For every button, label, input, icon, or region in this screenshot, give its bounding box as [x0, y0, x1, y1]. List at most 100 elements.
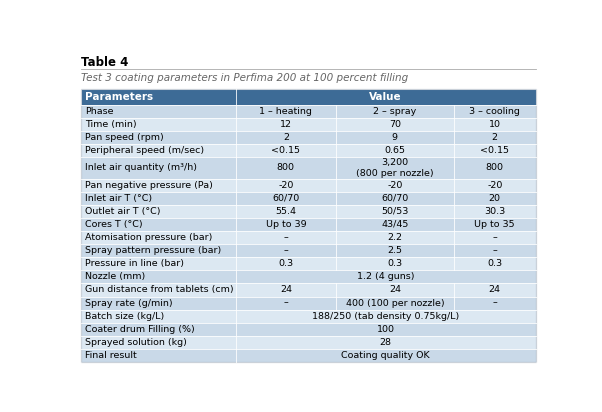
Text: 800: 800 [277, 164, 295, 173]
Text: Spray pattern pressure (bar): Spray pattern pressure (bar) [85, 246, 222, 255]
Bar [336, 257, 454, 270]
Bar [236, 336, 536, 349]
Bar [336, 297, 454, 310]
Bar [336, 179, 454, 192]
Text: -20: -20 [387, 181, 403, 190]
Text: 55.4: 55.4 [275, 207, 296, 216]
Bar [81, 231, 236, 244]
Bar [336, 131, 454, 144]
Text: 2.2: 2.2 [387, 233, 402, 242]
Bar [454, 131, 536, 144]
Text: Up to 39: Up to 39 [265, 220, 306, 229]
Bar [81, 244, 236, 257]
Bar [454, 144, 536, 157]
Bar [336, 244, 454, 257]
Text: –: – [284, 233, 288, 242]
Text: Time (min): Time (min) [85, 120, 137, 129]
Bar [81, 218, 236, 231]
Text: 3,200
(800 per nozzle): 3,200 (800 per nozzle) [356, 158, 433, 178]
Text: Coating quality OK: Coating quality OK [341, 351, 430, 360]
Text: Spray rate (g/min): Spray rate (g/min) [85, 299, 173, 308]
Text: 12: 12 [280, 120, 292, 129]
Bar [81, 192, 236, 205]
Bar [81, 205, 236, 218]
Bar [454, 283, 536, 297]
Bar [81, 336, 236, 349]
Bar [454, 179, 536, 192]
Bar [81, 323, 236, 336]
Text: 70: 70 [389, 120, 401, 129]
Text: 2 – spray: 2 – spray [373, 107, 417, 116]
Bar [236, 144, 336, 157]
Text: 50/53: 50/53 [381, 207, 409, 216]
Text: Gun distance from tablets (cm): Gun distance from tablets (cm) [85, 286, 234, 295]
Text: Coater drum Filling (%): Coater drum Filling (%) [85, 325, 195, 334]
Text: 0.65: 0.65 [384, 146, 405, 155]
Text: -20: -20 [278, 181, 294, 190]
Bar [81, 257, 236, 270]
Bar [236, 205, 336, 218]
Bar [454, 218, 536, 231]
Bar [236, 270, 536, 283]
Text: Batch size (kg/L): Batch size (kg/L) [85, 312, 164, 321]
Bar [336, 144, 454, 157]
Text: Nozzle (mm): Nozzle (mm) [85, 272, 146, 281]
Text: Parameters: Parameters [85, 92, 154, 102]
Text: Pressure in line (bar): Pressure in line (bar) [85, 259, 184, 268]
Bar [236, 179, 336, 192]
Text: –: – [284, 246, 288, 255]
Text: Final result: Final result [85, 351, 137, 360]
Text: 43/45: 43/45 [381, 220, 409, 229]
Bar [236, 192, 336, 205]
Bar [454, 118, 536, 131]
Bar [336, 218, 454, 231]
Bar [81, 283, 236, 297]
Text: 188/250 (tab density 0.75kg/L): 188/250 (tab density 0.75kg/L) [312, 312, 459, 321]
Bar [81, 105, 236, 118]
Bar [81, 118, 236, 131]
Text: 1 – heating: 1 – heating [259, 107, 312, 116]
Text: Atomisation pressure (bar): Atomisation pressure (bar) [85, 233, 213, 242]
Bar [454, 231, 536, 244]
Bar [81, 310, 236, 323]
Bar [454, 244, 536, 257]
Text: 60/70: 60/70 [381, 194, 408, 203]
Bar [454, 297, 536, 310]
Bar [81, 297, 236, 310]
Text: Outlet air T (°C): Outlet air T (°C) [85, 207, 161, 216]
Text: 24: 24 [489, 286, 501, 295]
Text: Table 4: Table 4 [81, 56, 129, 69]
Bar [336, 283, 454, 297]
Text: 2.5: 2.5 [387, 246, 402, 255]
Text: 20: 20 [489, 194, 501, 203]
Text: 60/70: 60/70 [272, 194, 299, 203]
Text: –: – [492, 246, 497, 255]
Bar [81, 144, 236, 157]
Text: Cores T (°C): Cores T (°C) [85, 220, 143, 229]
Text: 1.2 (4 guns): 1.2 (4 guns) [357, 272, 415, 281]
Bar [336, 118, 454, 131]
Text: 24: 24 [280, 286, 292, 295]
Bar [236, 118, 336, 131]
Text: Inlet air T (°C): Inlet air T (°C) [85, 194, 152, 203]
Bar [236, 157, 336, 179]
Text: 0.3: 0.3 [278, 259, 293, 268]
Text: 28: 28 [380, 338, 392, 347]
Text: 0.3: 0.3 [387, 259, 402, 268]
Bar [236, 218, 336, 231]
Text: -20: -20 [487, 181, 503, 190]
Bar [454, 205, 536, 218]
Text: 30.3: 30.3 [484, 207, 505, 216]
Bar [236, 89, 536, 105]
Bar [336, 157, 454, 179]
Text: <0.15: <0.15 [272, 146, 300, 155]
Text: Phase: Phase [85, 107, 114, 116]
Bar [454, 105, 536, 118]
Text: 9: 9 [392, 133, 398, 142]
Bar [454, 257, 536, 270]
Bar [81, 179, 236, 192]
Text: Value: Value [370, 92, 402, 102]
Bar [336, 231, 454, 244]
Bar [236, 105, 336, 118]
Bar [236, 244, 336, 257]
